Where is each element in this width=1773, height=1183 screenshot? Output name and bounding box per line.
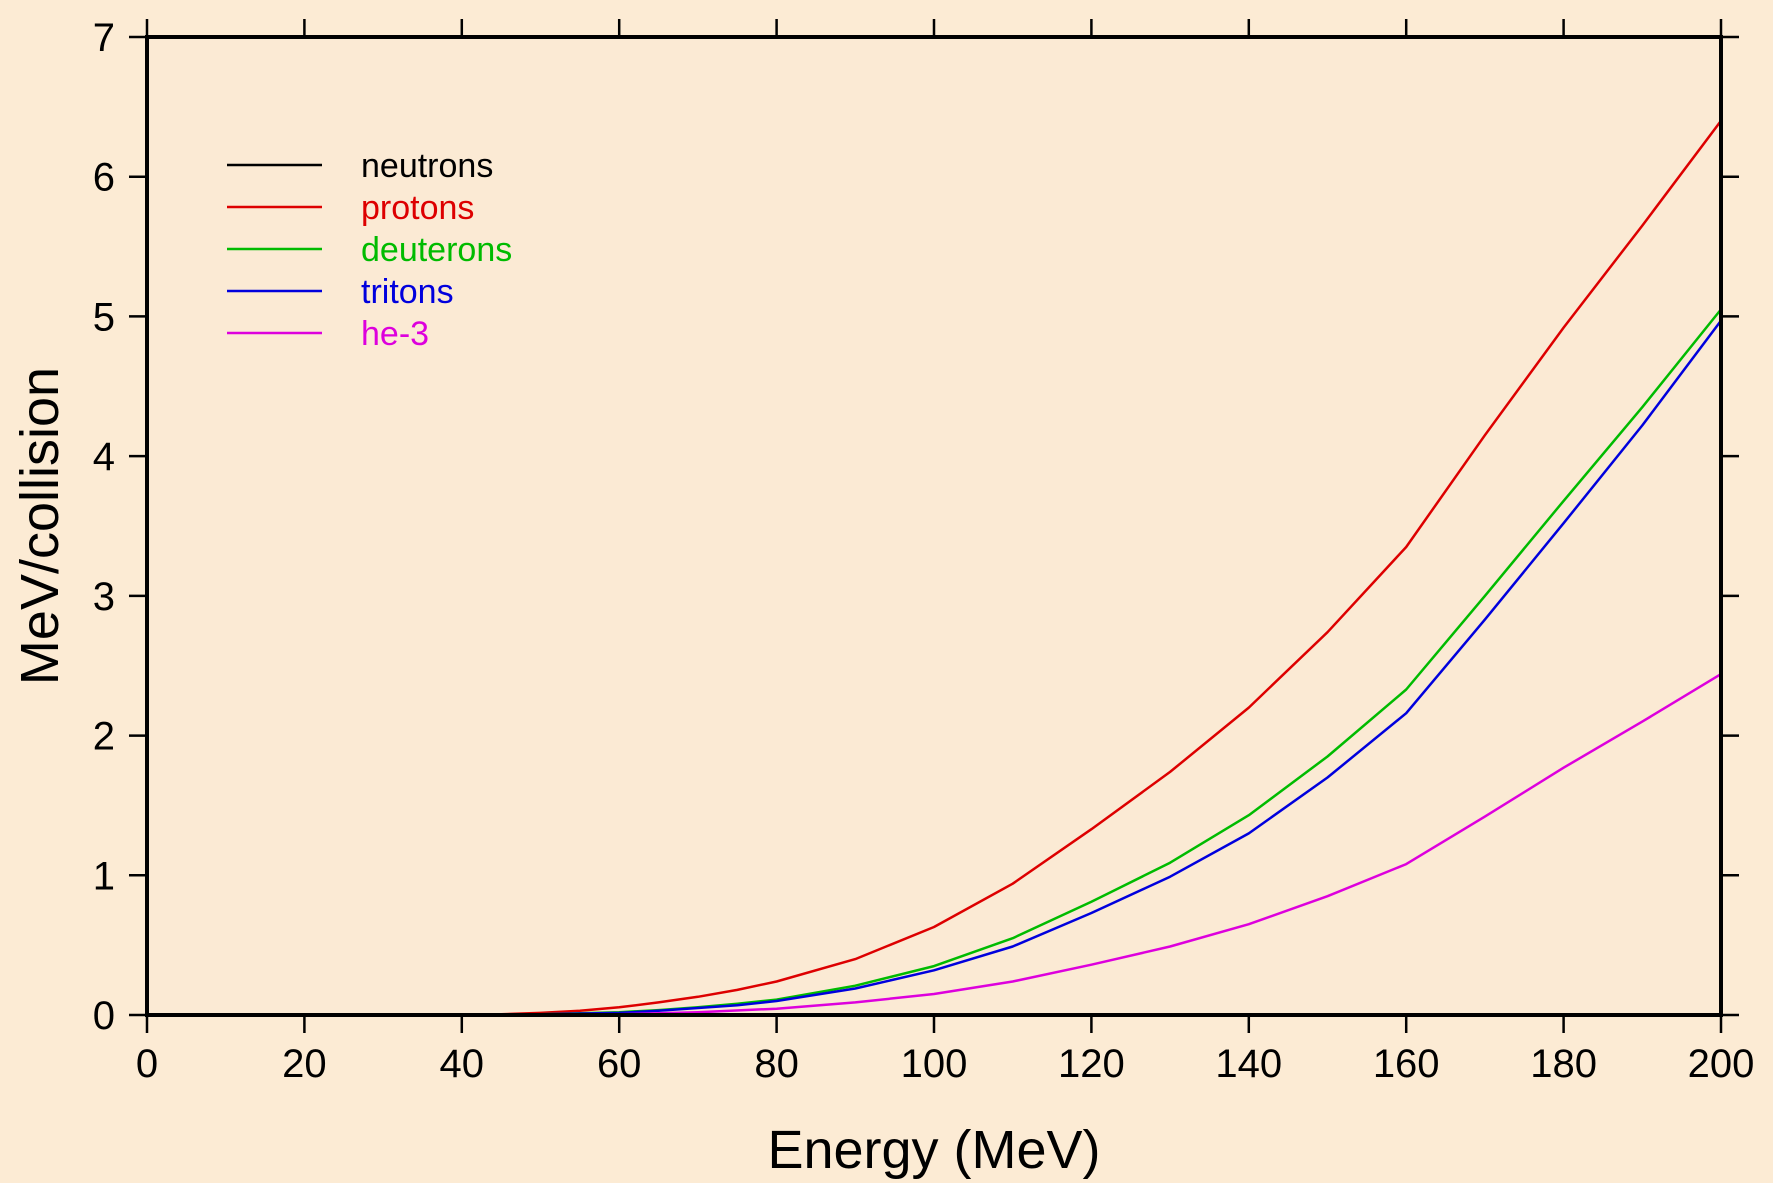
y-tick-label: 0 — [93, 994, 115, 1038]
x-tick-label: 40 — [440, 1042, 485, 1086]
x-tick-label: 160 — [1373, 1042, 1440, 1086]
legend: neutrons protons deuterons tritons he-3 — [227, 147, 512, 353]
y-tick-label: 3 — [93, 575, 115, 619]
x-tick-label: 0 — [136, 1042, 158, 1086]
x-tick-label: 200 — [1688, 1042, 1755, 1086]
x-tick-label: 20 — [282, 1042, 327, 1086]
legend-label-neutrons: neutrons — [361, 147, 493, 185]
y-tick-label: 1 — [93, 854, 115, 898]
plot-area — [147, 37, 1721, 1015]
plot-frame — [145, 35, 1723, 1017]
y-tick-label: 5 — [93, 295, 115, 339]
legend-label-tritons: tritons — [361, 273, 454, 311]
x-tick-label: 120 — [1058, 1042, 1125, 1086]
ticks-layer: 0 20 40 60 80 100 120 140 160 180 200 0 1 2 3 4 5 6 7 — [93, 16, 1755, 1086]
x-tick-label: 80 — [754, 1042, 799, 1086]
x-tick-label: 60 — [597, 1042, 642, 1086]
y-tick-label: 2 — [93, 715, 115, 759]
x-axis-title: Energy (MeV) — [767, 1120, 1100, 1180]
x-tick-label: 100 — [901, 1042, 968, 1086]
y-tick-label: 4 — [93, 435, 115, 479]
y-tick-label: 7 — [93, 16, 115, 60]
x-tick-label: 180 — [1530, 1042, 1597, 1086]
y-axis-title: MeV/collision — [10, 367, 70, 685]
legend-label-protons: protons — [361, 189, 474, 227]
y-tick-label: 6 — [93, 156, 115, 200]
legend-label-he-3: he-3 — [361, 315, 429, 353]
x-tick-label: 140 — [1215, 1042, 1282, 1086]
legend-label-deuterons: deuterons — [361, 231, 512, 269]
